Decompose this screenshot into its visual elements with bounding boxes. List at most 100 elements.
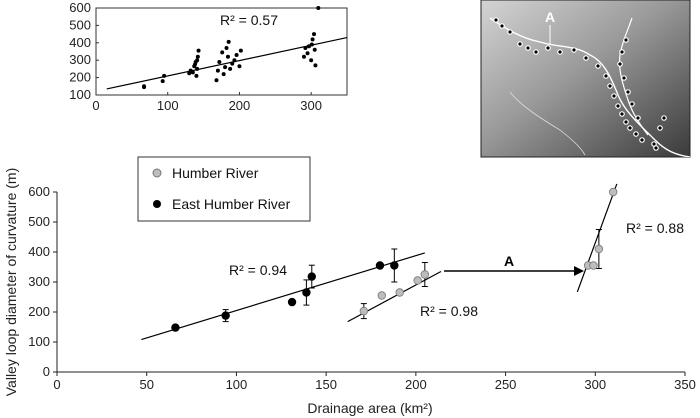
humber-point [395, 288, 404, 297]
map-site [619, 111, 625, 117]
map-site [507, 29, 513, 35]
inset-point [215, 68, 220, 73]
map-site [657, 125, 663, 131]
inset-point [142, 84, 147, 89]
inset-point [228, 66, 233, 71]
main-x-tick-label: 100 [226, 377, 248, 392]
inset-point [226, 39, 231, 44]
inset-y-tick-label: 100 [69, 87, 91, 102]
legend-label-humber: Humber River [172, 165, 259, 181]
main-ticks: 0 50 100 150 200 250 300 350 0 100 200 300 400 500 600 [28, 184, 696, 392]
legend-label-east-humber: East Humber River [172, 196, 291, 212]
inset-point [309, 58, 314, 63]
map-site [629, 101, 635, 107]
main-y-tick-label: 0 [43, 364, 50, 379]
map-river-main [489, 17, 690, 157]
inset-point [303, 46, 308, 51]
main-x-tick-label: 300 [584, 377, 606, 392]
main-y-tick-label: 300 [28, 274, 50, 289]
main-chart: 0 50 100 150 200 250 300 350 0 100 200 300 400 500 600… [3, 156, 696, 416]
map-site [583, 55, 589, 61]
map-site [545, 45, 551, 51]
main-y-tick-label: 400 [28, 244, 50, 259]
map-site [619, 49, 625, 55]
humber-r2-label-2: R² = 0.88 [626, 220, 684, 236]
map-site [525, 45, 531, 51]
main-y-tick-label: 200 [28, 304, 50, 319]
map-background [480, 0, 691, 158]
legend-marker-humber [152, 168, 162, 178]
east-humber-point [375, 261, 385, 270]
humber-point [359, 306, 369, 316]
map-site [653, 145, 659, 151]
humber-point [420, 270, 430, 279]
map-site [595, 63, 601, 69]
humber-point [589, 261, 598, 270]
inset-point [234, 52, 239, 57]
inset-fit [106, 36, 348, 90]
inset-r2-label: R² = 0.57 [220, 12, 278, 28]
inset-point [312, 47, 317, 52]
inset-point [221, 72, 226, 77]
inset-point [194, 73, 199, 78]
map-site [615, 103, 621, 109]
inset-point [230, 61, 235, 66]
inset-point [195, 66, 200, 71]
inset-point [305, 51, 310, 56]
inset-y-tick-label: 200 [69, 70, 91, 85]
humber-point [609, 187, 618, 197]
shift-arrow-head [574, 266, 584, 276]
map-site [639, 137, 645, 143]
main-x-axis-label: Drainage area (km²) [307, 400, 432, 416]
map-site [611, 93, 617, 99]
map-site [627, 125, 633, 131]
inset-point [160, 79, 165, 84]
inset-point [223, 65, 228, 70]
map-inset: A [480, 0, 691, 158]
inset-point [313, 63, 318, 68]
humber-r2-label-1: R² = 0.98 [420, 303, 478, 319]
map-site [617, 61, 623, 67]
map-site [661, 115, 667, 121]
main-x-tick-label: 50 [139, 377, 153, 392]
main-x-tick-label: 0 [53, 377, 60, 392]
map-site [623, 37, 629, 43]
map-site [623, 119, 629, 125]
inset-y-tick-label: 500 [69, 17, 91, 32]
map-site [633, 131, 639, 137]
legend-marker-east-humber [153, 200, 161, 208]
inset-x-tick-label: 100 [157, 98, 179, 113]
inset-fit-line [106, 36, 348, 90]
inset-x-tick-label: 0 [92, 98, 99, 113]
main-y-tick-label: 500 [28, 214, 50, 229]
inset-point [220, 50, 225, 55]
inset-y-tick-label: 600 [69, 0, 91, 15]
inset-point [162, 73, 167, 78]
map-site [607, 83, 613, 89]
inset-point [195, 58, 200, 63]
inset-plot-frame [95, 7, 348, 96]
inset-point [309, 42, 314, 47]
inset-point [225, 54, 230, 59]
shift-arrow-label: A [504, 253, 514, 269]
main-points [171, 187, 618, 332]
humber-point [377, 291, 386, 300]
humber-point [413, 276, 422, 285]
east-humber-point [302, 288, 311, 297]
east-humber-point [390, 261, 399, 270]
map-site [533, 49, 539, 55]
inset-point [232, 58, 237, 63]
legend: Humber River East Humber River [137, 156, 311, 222]
main-y-tick-label: 100 [28, 334, 50, 349]
map-site [635, 115, 641, 121]
main-x-tick-label: 250 [495, 377, 517, 392]
inset-point [217, 59, 222, 64]
map-site [625, 89, 631, 95]
map-tributary [509, 91, 586, 156]
map-site [557, 49, 563, 55]
east-humber-r2-label: R² = 0.94 [229, 262, 287, 278]
map-site [517, 41, 523, 47]
